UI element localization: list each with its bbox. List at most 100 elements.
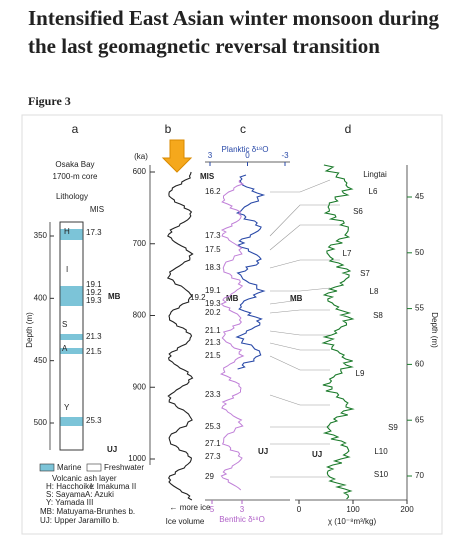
legend-label: Marine: [57, 463, 82, 472]
unit-label: S6: [353, 207, 363, 216]
legend-label: A: Azuki: [85, 490, 114, 499]
axis-label: Depth (m): [25, 312, 34, 348]
mis-label: 19.2: [190, 293, 206, 302]
tick-label: 3: [208, 151, 213, 160]
panel-letter: d: [345, 122, 352, 136]
mis-label: 21.3: [205, 338, 221, 347]
mis-label: 23.3: [205, 390, 221, 399]
mis-label: 20.2: [205, 308, 221, 317]
uj-label: UJ: [258, 447, 268, 456]
mis-label: 21.5: [205, 351, 221, 360]
tick-label: 60: [415, 360, 424, 369]
unit-label: L6: [369, 187, 378, 196]
mis-label: 19.1: [86, 280, 102, 289]
connectors: [269, 179, 340, 478]
mis-label: 27.3: [205, 452, 221, 461]
tick-label: 200: [400, 505, 414, 514]
axis-unit: (ka): [134, 152, 148, 161]
ash-label: Y: [64, 403, 70, 412]
ash-label: H: [64, 227, 70, 236]
mis-label: 17.5: [205, 245, 221, 254]
tick-label: 5: [210, 505, 215, 514]
panel-letter: c: [240, 122, 246, 136]
axis-label: Depth (m): [430, 312, 439, 348]
axis-label: Benthic δ¹⁸O: [219, 515, 265, 524]
tick-label: 1000: [128, 454, 146, 463]
mis-label: 19.3: [205, 299, 221, 308]
planktic-curve: [235, 174, 266, 370]
arrow: [161, 139, 193, 173]
mis-label: 19.2: [86, 288, 102, 297]
mis-label: 19.1: [205, 286, 221, 295]
mis-label: 17.3: [205, 231, 221, 240]
axis-label: Ice volume: [166, 517, 205, 526]
mis-label: 17.3: [86, 228, 102, 237]
tick-label: 450: [34, 356, 48, 365]
lithology: Lithology: [56, 192, 88, 201]
site: Osaka Bay: [55, 160, 94, 169]
unit-label: S7: [360, 269, 370, 278]
core: 1700-m core: [53, 172, 98, 181]
mis-heading: MIS: [200, 172, 215, 181]
tick-label: 0: [297, 505, 302, 514]
tick-label: 700: [133, 239, 147, 248]
tick-label: 600: [133, 167, 147, 176]
legend-label: UJ: Upper Jaramillo b.: [40, 516, 119, 525]
mis-label: 16.2: [205, 187, 221, 196]
legend: Marine Freshwater Volcanic ash layer H: …: [39, 463, 144, 525]
tick-label: -3: [281, 151, 289, 160]
mis-heading: MIS: [90, 205, 104, 214]
mis-label: 25.3: [86, 416, 102, 425]
ash-label: A: [62, 344, 68, 353]
mis-label: 21.1: [205, 326, 221, 335]
mis-label: 29: [205, 472, 214, 481]
core-column: [59, 221, 84, 451]
ice-volume-curve: [166, 171, 194, 501]
tick-label: 500: [34, 418, 48, 427]
tick-label: 65: [415, 415, 424, 424]
article-title: Intensified East Asian winter monsoon du…: [28, 6, 439, 58]
tick-label: 55: [415, 304, 424, 313]
unit-label: L7: [343, 249, 352, 258]
unit-label: S9: [388, 423, 398, 432]
mb-label: MB: [108, 292, 121, 301]
mis-label: 21.5: [86, 347, 102, 356]
mis-label: 19.3: [86, 296, 102, 305]
mis-label: 25.3: [205, 422, 221, 431]
tick-label: 100: [346, 505, 360, 514]
susceptibility-curve: [321, 164, 355, 500]
unit-label: S10: [374, 470, 389, 479]
tick-label: 400: [34, 293, 48, 302]
legend-label: H: Hacchoike: [46, 482, 94, 491]
unit-label: L8: [370, 287, 379, 296]
ash-label: S: [62, 320, 67, 329]
ash-label: I: [66, 265, 68, 274]
benthic-curve: [220, 179, 245, 491]
legend-label: I: Imakuma II: [90, 482, 136, 491]
uj-label: UJ: [107, 445, 117, 454]
unit-label: L10: [374, 447, 388, 456]
panel-letter: a: [72, 122, 79, 136]
figure-label: Figure 3: [28, 94, 71, 108]
site: Lingtai: [363, 170, 387, 179]
unit-label: S8: [373, 311, 383, 320]
legend-label: S: Sayama: [46, 490, 86, 499]
note: ← more ice: [170, 503, 211, 512]
unit-label: L9: [356, 369, 365, 378]
tick-label: 45: [415, 192, 424, 201]
uj-label: UJ: [312, 450, 322, 459]
mis-label: 18.3: [205, 263, 221, 272]
tick-label: 50: [415, 248, 424, 257]
tick-label: 900: [133, 382, 147, 391]
legend-label: Y: Yamada III: [46, 498, 93, 507]
figure-frame: [21, 114, 443, 535]
mb-label: MB: [290, 294, 303, 303]
tick-label: 3: [240, 505, 245, 514]
tick-label: 350: [34, 231, 48, 240]
legend-label: MB: Matuyama-Brunhes b.: [40, 507, 135, 516]
mis-label: 21.3: [86, 332, 102, 341]
tick-label: 0: [245, 151, 250, 160]
legend-label: Freshwater: [104, 463, 144, 472]
